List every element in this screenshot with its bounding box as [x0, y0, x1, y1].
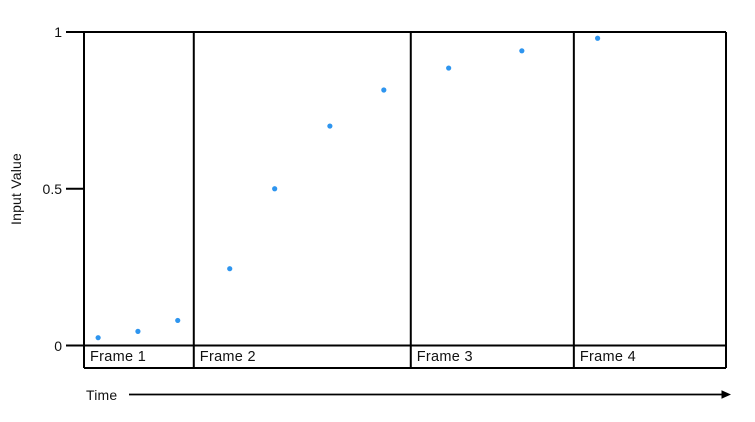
data-point	[227, 266, 233, 272]
x-axis-label: Time	[86, 387, 118, 403]
frame-label: Frame 2	[199, 349, 256, 365]
data-point	[327, 123, 333, 129]
data-point	[381, 87, 387, 93]
data-point	[446, 65, 452, 71]
frame-label: Frame 3	[416, 349, 473, 365]
y-tick-label: 0.5	[42, 180, 62, 197]
y-tick-label: 1	[54, 24, 62, 40]
frame-label: Frame 4	[579, 349, 636, 365]
y-tick-label: 0	[54, 337, 62, 354]
data-point	[175, 317, 181, 324]
data-point	[595, 35, 601, 41]
frame-label: Frame 1	[90, 349, 147, 365]
data-point	[272, 186, 278, 192]
data-point	[135, 328, 141, 334]
data-point	[95, 335, 101, 341]
data-point	[519, 48, 525, 54]
time-arrowhead-icon	[721, 390, 731, 399]
